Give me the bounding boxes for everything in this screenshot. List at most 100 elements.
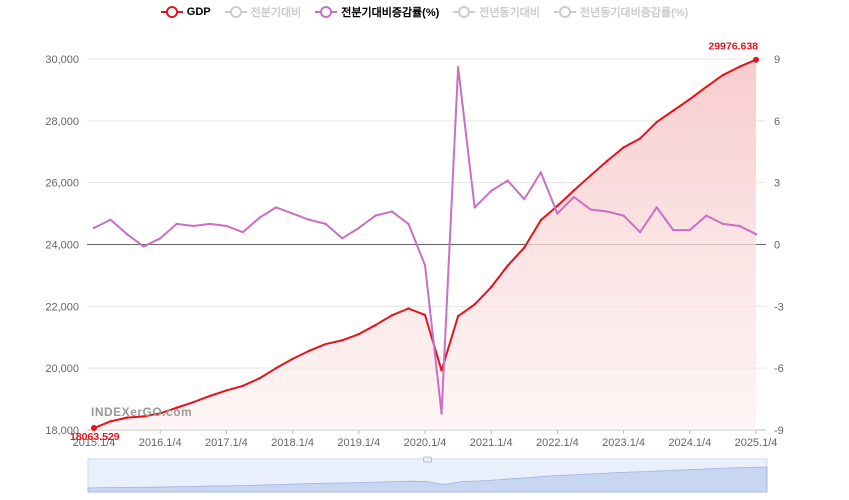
data-point (374, 214, 377, 217)
data-point (142, 415, 145, 418)
y-left-tick-label: 26,000 (45, 178, 79, 190)
data-point (341, 237, 344, 240)
data-point (589, 208, 592, 211)
x-tick-label: 2015.1/4 (73, 437, 116, 449)
data-point (307, 349, 311, 353)
x-tick-label: 2024.1/4 (668, 437, 711, 449)
data-point (754, 232, 758, 236)
data-point (291, 357, 294, 361)
data-point (390, 314, 394, 317)
y-left-tick-label: 30,000 (45, 54, 79, 66)
data-point (539, 171, 543, 174)
legend: GDP 전분기대비 전분기대비증감률(%) 전년동기대비 전년동기대비증감률(%) (0, 4, 849, 20)
data-point (258, 377, 261, 380)
data-point (159, 237, 162, 240)
data-point (473, 303, 476, 306)
y-right-tick-label: 3 (774, 178, 780, 190)
watermark: INDEXerGO.com (91, 405, 193, 419)
data-point (705, 214, 708, 217)
data-point (655, 120, 658, 124)
legend-item-2[interactable]: 전분기대비증감률(%) (315, 4, 439, 20)
data-point (473, 206, 476, 209)
data-point (357, 332, 360, 336)
y-right-tick-label: 0 (774, 240, 780, 252)
data-point (92, 226, 96, 230)
data-point (241, 230, 245, 234)
data-point (721, 73, 725, 77)
x-tick-label: 2017.1/4 (205, 437, 248, 449)
data-point (423, 313, 427, 317)
legend-item-1[interactable]: 전분기대비 (224, 4, 302, 20)
x-tick-label: 2021.1/4 (470, 437, 513, 449)
data-point (705, 85, 708, 89)
data-point (241, 384, 245, 387)
legend-label: 전년동기대비 (479, 7, 541, 19)
legend-item-4[interactable]: 전년동기대비증감률(%) (554, 4, 688, 20)
x-tick-label: 2020.1/4 (404, 437, 447, 449)
legend-label: 전분기대비 (250, 7, 302, 19)
data-point (109, 420, 112, 423)
series-area-0 (94, 59, 756, 430)
x-tick-label: 2022.1/4 (536, 437, 579, 449)
y-left-tick-label: 24,000 (45, 240, 79, 252)
legend-item-3[interactable]: 전년동기대비 (453, 4, 540, 20)
x-tick-label: 2023.1/4 (602, 437, 645, 449)
legend-line-icon (315, 6, 338, 18)
legend-line-icon (453, 6, 476, 18)
data-point (407, 307, 410, 310)
legend-label: 전분기대비증감률(%) (341, 7, 440, 19)
data-point (192, 224, 195, 228)
zoom-slider-handle[interactable] (423, 456, 432, 463)
data-point (638, 137, 642, 140)
data-point (672, 228, 675, 232)
data-point (324, 222, 327, 226)
y-left-tick-label: 18,000 (45, 425, 79, 437)
data-point (506, 179, 509, 182)
data-point (125, 232, 129, 236)
y-left-tick-label: 28,000 (45, 116, 79, 128)
data-point (572, 195, 576, 199)
data-point (721, 222, 725, 226)
data-point (291, 212, 294, 215)
annotation-label: 29976.638 (708, 41, 758, 53)
legend-line-icon (554, 6, 577, 18)
legend-line-icon (224, 6, 247, 18)
data-point (523, 197, 526, 201)
data-point (192, 400, 195, 404)
x-tick-label: 2025.1/4 (735, 437, 778, 449)
data-point (456, 66, 460, 69)
data-point (407, 222, 410, 226)
data-point (440, 369, 443, 372)
data-point (374, 323, 377, 327)
annotation-marker (753, 56, 759, 63)
legend-label: GDP (186, 6, 211, 18)
data-point (688, 228, 691, 232)
data-point (175, 406, 178, 409)
data-point (175, 222, 178, 226)
data-point (539, 218, 543, 222)
y-right-tick-label: -9 (774, 425, 784, 437)
data-point (605, 159, 609, 163)
data-point (622, 146, 625, 149)
data-point (605, 210, 609, 213)
data-point (572, 189, 576, 192)
data-point (490, 189, 493, 193)
x-tick-label: 2018.1/4 (271, 437, 314, 449)
data-point (208, 394, 212, 398)
data-point (738, 65, 741, 68)
data-point (738, 224, 741, 228)
y-right-tick-label: -6 (774, 363, 784, 375)
legend-item-0[interactable]: GDP (160, 4, 211, 20)
data-point (589, 174, 592, 177)
data-point (490, 285, 493, 289)
annotation-label: 18063.529 (70, 431, 120, 443)
data-point (159, 412, 162, 415)
data-point (638, 230, 642, 234)
data-point (423, 263, 427, 267)
data-point (142, 245, 145, 248)
x-tick-label: 2019.1/4 (337, 437, 380, 449)
legend-label: 전년동기대비증감률(%) (580, 7, 689, 19)
data-point (341, 339, 344, 342)
data-point (125, 416, 129, 419)
